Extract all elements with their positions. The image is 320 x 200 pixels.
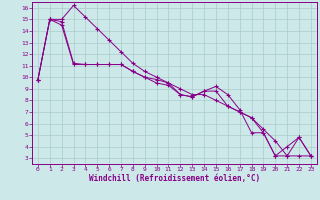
X-axis label: Windchill (Refroidissement éolien,°C): Windchill (Refroidissement éolien,°C) <box>89 174 260 183</box>
